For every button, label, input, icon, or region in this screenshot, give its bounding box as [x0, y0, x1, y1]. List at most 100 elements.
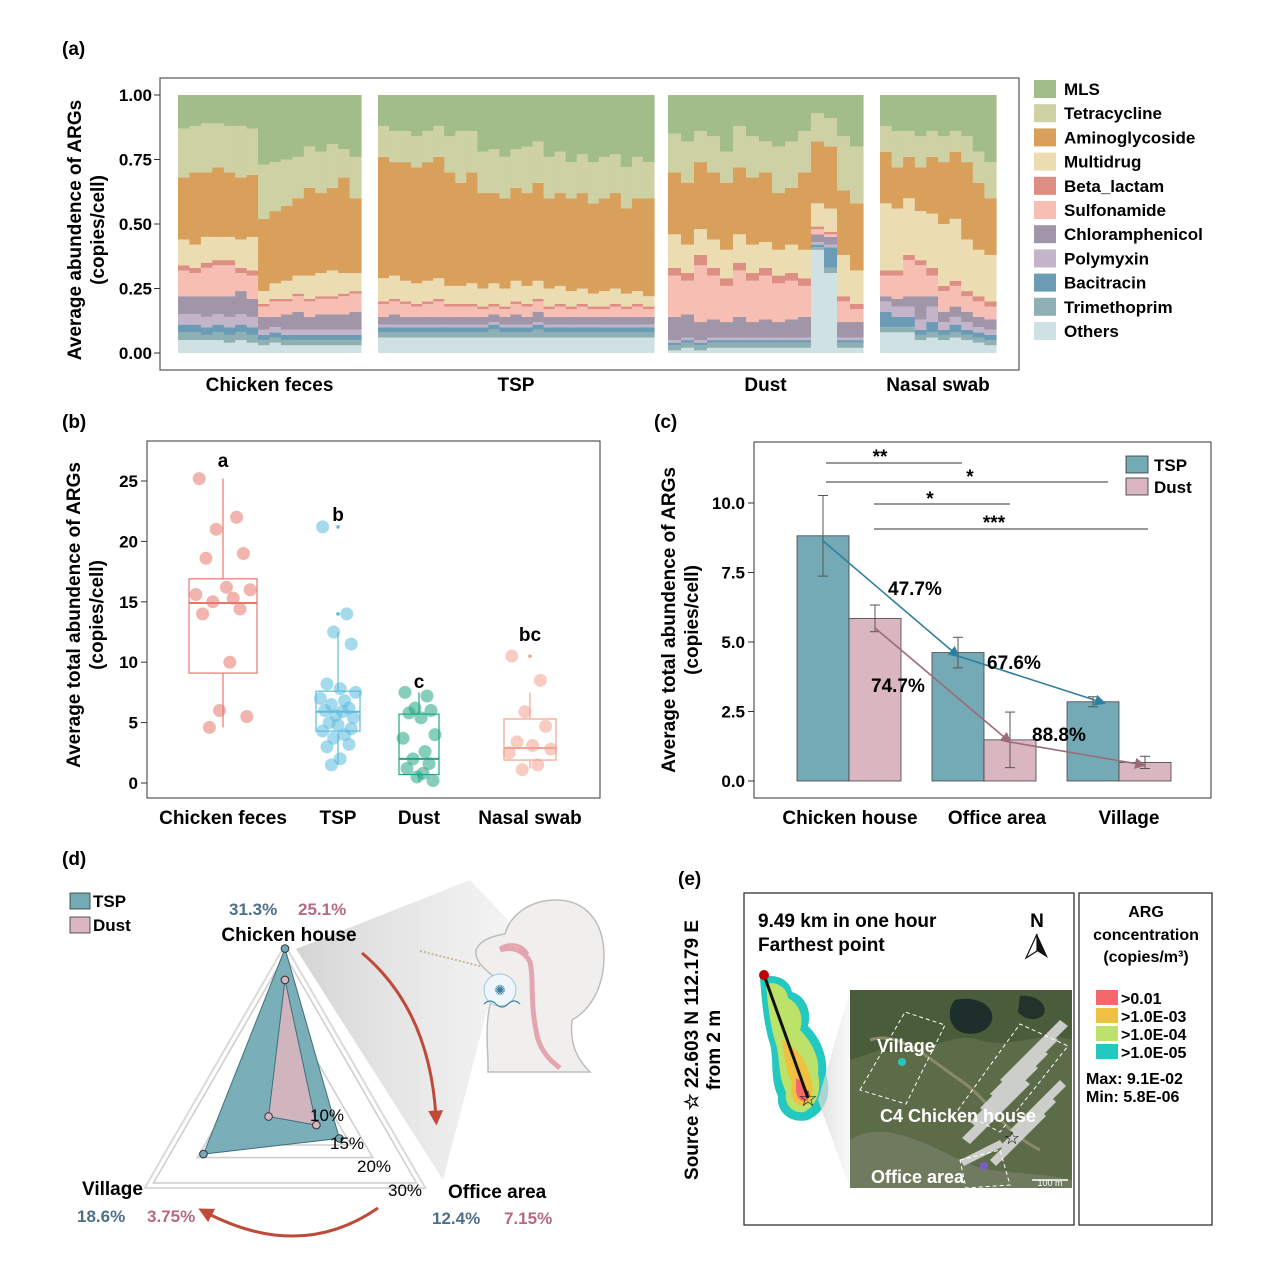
a-bar-segment-multidrug	[891, 208, 904, 271]
a-bar-segment-aminoglycoside	[212, 167, 225, 237]
a-bar-segment-bacitracin	[707, 340, 721, 343]
a-bar-segment-tetracycline	[972, 151, 985, 183]
a-bar-segment-multidrug	[258, 291, 271, 304]
radar-vertex	[335, 1134, 344, 1143]
a-bar-segment-tetracycline	[455, 131, 467, 183]
a-bar-segment-trimethoprim	[543, 332, 556, 338]
a-bar-segment-multidrug	[212, 236, 225, 261]
pct-tsp-1: 47.7%	[888, 579, 942, 600]
a-bar-segment-multidrug	[235, 239, 248, 268]
a-bar-segment-tetracycline	[280, 159, 293, 206]
a-bar-segment-chloramphenicol	[510, 314, 523, 325]
b-point	[340, 607, 354, 621]
b-point	[189, 588, 203, 602]
a-bar-segment-others	[444, 337, 456, 353]
a-bar-segment-others	[389, 337, 401, 353]
a-bar-segment-beta_lactam	[521, 303, 534, 307]
a-bar-segment-others	[746, 347, 760, 353]
a-bar-segment-others	[532, 337, 545, 353]
a-bar-segment-multidrug	[733, 234, 747, 263]
a-bar-segment-mls	[772, 95, 786, 147]
a-bar-segment-beta_lactam	[554, 303, 567, 307]
a-legend-label: Polymyxin	[1064, 249, 1149, 268]
a-bar-segment-bacitracin	[223, 327, 236, 335]
a-bar-segment-polymyxin	[694, 340, 708, 343]
a-bar-segment-trimethoprim	[759, 342, 773, 348]
a-bar-segment-beta_lactam	[961, 291, 974, 297]
a-bar-segment-polymyxin	[223, 316, 236, 328]
c-ytick-label: 2.5	[721, 703, 745, 722]
a-bar-segment-trimethoprim	[499, 332, 512, 338]
a-bar-segment-polymyxin	[785, 337, 799, 341]
a-bar-segment-polymyxin	[488, 322, 501, 325]
a-bar-segment-others	[303, 345, 316, 353]
a-bar-segment-beta_lactam	[422, 301, 434, 304]
a-bar-segment-chloramphenicol	[269, 316, 282, 328]
a-bar-segment-bacitracin	[837, 340, 851, 343]
a-bar-segment-sulfonamide	[269, 301, 282, 317]
a-bar-segment-polymyxin	[455, 324, 467, 328]
a-bar-segment-sulfonamide	[576, 306, 589, 317]
a-bar-segment-aminoglycoside	[565, 198, 578, 292]
e-legend-label: >1.0E-05	[1121, 1045, 1186, 1062]
a-bar-segment-others	[258, 345, 271, 353]
a-bar-segment-bacitracin	[189, 324, 202, 333]
a-bar-segment-aminoglycoside	[914, 167, 927, 212]
a-bar-segment-others	[880, 332, 893, 353]
b-group-letter: bc	[519, 625, 542, 646]
a-bar-segment-chloramphenicol	[223, 296, 236, 317]
a-bar-segment-mls	[642, 95, 655, 163]
a-bar-segment-aminoglycoside	[642, 198, 655, 297]
a-bar-segment-bacitracin	[565, 327, 578, 333]
a-bar-segment-beta_lactam	[246, 270, 259, 276]
a-bar-segment-bacitracin	[280, 334, 293, 341]
a-bar-segment-polymyxin	[668, 340, 682, 343]
a-bar-segment-bacitracin	[269, 332, 282, 338]
a-bar-segment-chloramphenicol	[984, 319, 997, 330]
a-bar-segment-trimethoprim	[620, 332, 633, 338]
a-bar-segment-multidrug	[532, 280, 545, 299]
legend-dust-label: Dust	[1154, 478, 1192, 497]
a-bar-segment-sulfonamide	[433, 301, 445, 317]
radar-ring-label: 15%	[330, 1134, 364, 1153]
a-bar-segment-mls	[668, 95, 682, 134]
a-bar-segment-others	[422, 337, 434, 353]
a-bar-segment-sulfonamide	[609, 306, 622, 317]
a-bar-segment-polymyxin	[477, 324, 489, 328]
a-bar-segment-aminoglycoside	[400, 162, 412, 281]
c-ytick-label: 0.0	[721, 772, 745, 791]
a-bar-segment-trimethoprim	[972, 337, 985, 343]
a-bar-segment-chloramphenicol	[631, 316, 644, 325]
a-group-label: TSP	[498, 375, 535, 396]
e-legend-swatch	[1096, 1008, 1118, 1023]
a-bar-segment-trimethoprim	[772, 342, 786, 348]
a-bar-segment-bacitracin	[422, 327, 434, 333]
place-chicken-house: C4 Chicken house	[880, 1106, 1036, 1126]
a-bar-segment-tetracycline	[903, 131, 916, 157]
b-ytick-label: 10	[119, 653, 138, 672]
a-bar-segment-aminoglycoside	[926, 156, 939, 214]
place-office-area: Office area	[871, 1167, 965, 1187]
a-bar-segment-multidrug	[433, 278, 445, 299]
a-bar-segment-polymyxin	[258, 329, 271, 335]
a-bar-segment-mls	[824, 95, 838, 119]
a-bar-segment-sulfonamide	[565, 309, 578, 317]
a-bar-segment-mls	[477, 95, 489, 152]
b-group-letter: c	[414, 672, 425, 693]
a-bar-segment-beta_lactam	[543, 306, 556, 310]
a-bar-segment-chloramphenicol	[891, 298, 904, 307]
a-bar-segment-mls	[510, 95, 523, 150]
a-bar-segment-bacitracin	[746, 340, 760, 343]
a-bar-segment-others	[972, 342, 985, 353]
a-legend-swatch	[1034, 201, 1056, 219]
a-bar-segment-multidrug	[444, 285, 456, 304]
a-bar-segment-tetracycline	[631, 156, 644, 199]
a-bar-segment-tetracycline	[949, 131, 962, 152]
a-bar-segment-sulfonamide	[326, 298, 339, 315]
a-bar-segment-multidrug	[349, 273, 362, 292]
a-bar-segment-others	[280, 345, 293, 353]
a-bar-segment-bacitracin	[315, 334, 328, 341]
arrow-dust-2	[1009, 741, 1147, 770]
a-bar-segment-beta_lactam	[189, 267, 202, 274]
a-bar-segment-multidrug	[938, 224, 951, 286]
